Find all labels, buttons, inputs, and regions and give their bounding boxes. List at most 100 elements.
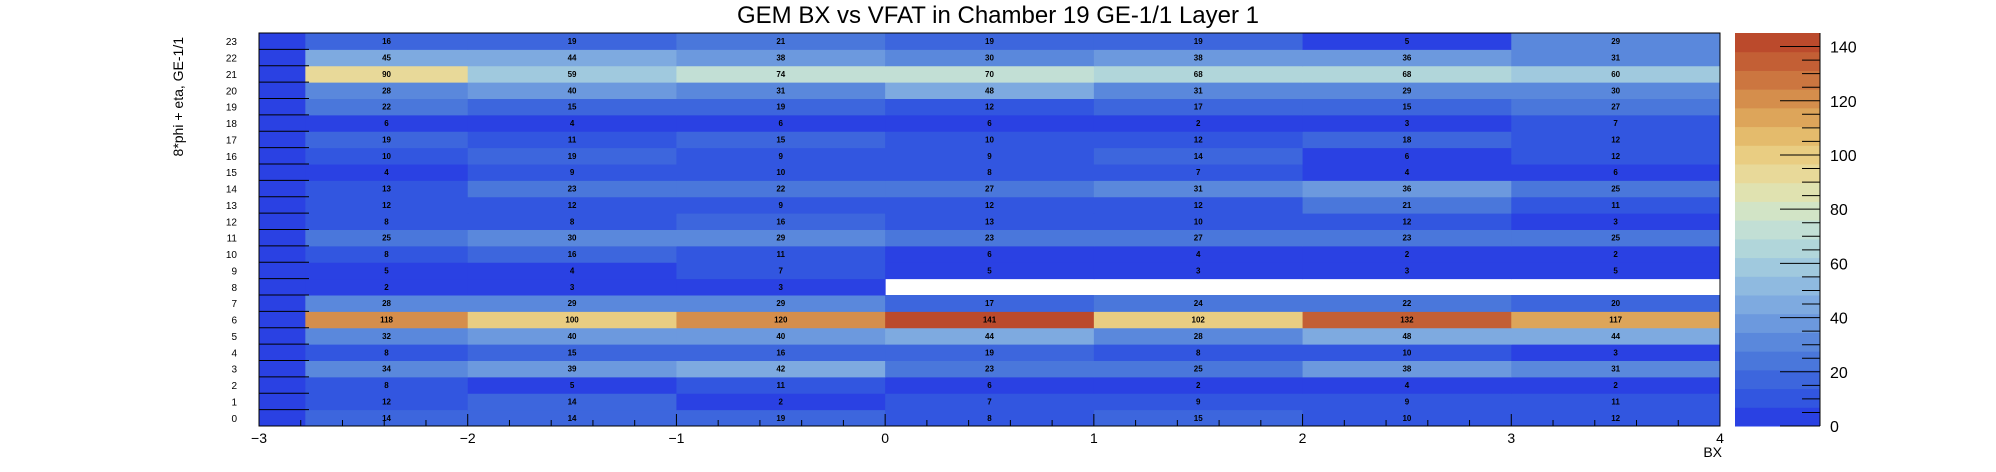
cell-value-label: 30	[568, 234, 577, 243]
cell-value-label: 22	[382, 103, 391, 112]
cell-value-label: 40	[776, 332, 785, 341]
cell-value-label: 2	[384, 283, 389, 292]
cell-value-label: 15	[776, 135, 785, 144]
cell-value-label: 12	[985, 103, 994, 112]
cell-value-label: 3	[570, 283, 575, 292]
heatmap-cell	[676, 114, 886, 132]
cell-value-label: 11	[1611, 201, 1620, 210]
colorbar-band	[1735, 295, 1820, 315]
cell-value-label: 16	[568, 250, 577, 259]
cell-value-label: 44	[1611, 332, 1620, 341]
y-tick-label: 20	[226, 86, 238, 97]
heatmap-cell	[1511, 262, 1721, 280]
cell-value-label: 8	[384, 217, 389, 226]
heatmap-cell	[305, 376, 469, 394]
heatmap-cell	[467, 33, 677, 50]
heatmap-cell	[305, 147, 469, 165]
y-tick-label: 3	[231, 365, 237, 376]
heatmap-cell	[885, 180, 1095, 198]
heatmap-cell	[1511, 98, 1721, 116]
heatmap-cell	[1093, 49, 1304, 67]
heatmap-cell	[259, 65, 306, 83]
heatmap-cell	[1511, 213, 1721, 230]
cell-value-label: 100	[565, 316, 579, 325]
colorbar-band	[1735, 238, 1820, 259]
heatmap-cell	[676, 344, 886, 361]
heatmap-cell	[467, 311, 677, 329]
heatmap-cell	[259, 49, 306, 67]
cell-value-label: 15	[1194, 414, 1203, 423]
cell-value-label: 68	[1194, 70, 1203, 79]
chart-title: GEM BX vs VFAT in Chamber 19 GE-1/1 Laye…	[737, 2, 1259, 29]
colorbar-band	[1735, 351, 1820, 371]
heatmap-cell	[1511, 131, 1721, 149]
heatmap-cell	[1093, 33, 1304, 50]
y-tick-label: 1	[231, 397, 237, 408]
cell-value-label: 6	[384, 119, 389, 128]
y-tick-label: 10	[226, 250, 238, 261]
colorbar-tick-label: 80	[1830, 202, 1848, 219]
cell-value-label: 27	[1194, 234, 1203, 243]
cell-value-label: 8	[384, 348, 389, 357]
cell-value-label: 8	[384, 250, 389, 259]
cell-value-label: 2	[1613, 250, 1618, 259]
cell-value-label: 70	[985, 70, 994, 79]
heatmap-cell	[305, 196, 469, 214]
heatmap-cell	[1093, 147, 1304, 165]
y-tick-label: 11	[227, 234, 238, 245]
heatmap-cell	[259, 229, 306, 247]
cell-value-label: 102	[1192, 316, 1206, 325]
colorbar-tick-label: 120	[1830, 94, 1857, 111]
cell-value-label: 42	[776, 365, 785, 374]
cell-value-label: 5	[1405, 37, 1410, 46]
heatmap-cell	[885, 327, 1095, 345]
cell-value-label: 8	[987, 168, 992, 177]
cell-value-label: 10	[776, 168, 785, 177]
heatmap-cell	[467, 49, 677, 67]
cell-value-label: 12	[1611, 414, 1620, 423]
colorbar-band	[1735, 276, 1820, 296]
cell-value-label: 8	[570, 217, 575, 226]
heatmap-cell	[676, 278, 886, 296]
cell-value-label: 10	[1402, 414, 1411, 423]
heatmap-cell	[1511, 196, 1721, 214]
heatmap-cell	[676, 196, 886, 214]
heatmap-cell	[259, 33, 306, 50]
cell-value-label: 118	[380, 316, 393, 325]
cell-value-label: 3	[1196, 266, 1201, 275]
cell-value-label: 23	[1402, 234, 1411, 243]
heatmap-cell	[885, 393, 1095, 411]
cell-value-label: 9	[570, 168, 575, 177]
heatmap-cell	[259, 82, 306, 99]
cell-value-label: 36	[1402, 54, 1411, 63]
heatmap-cell	[885, 311, 1095, 329]
heatmap-cell	[305, 33, 469, 50]
heatmap-cell	[885, 344, 1095, 361]
heatmap-cell	[467, 131, 677, 149]
cell-value-label: 17	[1194, 103, 1203, 112]
heatmap-cell	[467, 295, 677, 312]
heatmap-cell	[467, 409, 677, 427]
heatmap-cell	[467, 98, 677, 116]
cell-value-label: 14	[1194, 152, 1203, 161]
cell-value-label: 7	[779, 266, 784, 275]
cell-value-label: 6	[987, 381, 992, 390]
cell-value-label: 11	[1611, 397, 1620, 406]
heatmap-cell	[1302, 164, 1512, 181]
heatmap-cell	[1511, 376, 1721, 394]
colorbar-tick-label: 100	[1830, 148, 1857, 165]
cell-value-label: 3	[1405, 266, 1410, 275]
x-tick-label: −3	[251, 430, 267, 446]
heatmap-cell	[676, 245, 886, 263]
cell-value-label: 132	[1400, 316, 1414, 325]
heatmap-cell	[259, 180, 306, 198]
cell-value-label: 11	[777, 381, 786, 390]
cell-value-label: 20	[1611, 299, 1620, 308]
y-tick-label: 6	[231, 316, 237, 327]
cell-value-label: 8	[987, 414, 992, 423]
cell-value-label: 4	[1405, 168, 1410, 177]
cell-value-label: 10	[1402, 348, 1411, 357]
heatmap-cell	[259, 409, 306, 427]
